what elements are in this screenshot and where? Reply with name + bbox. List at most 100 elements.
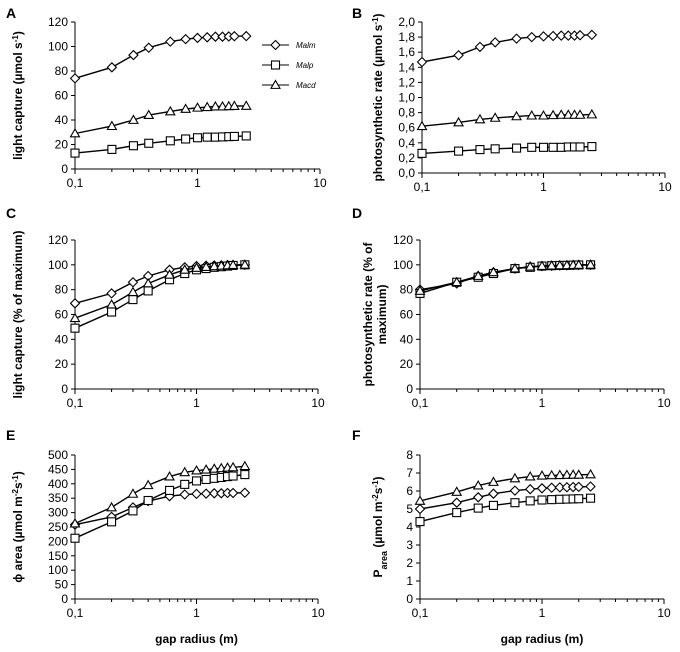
data-point [180,33,191,45]
data-point [106,62,118,73]
series-line [74,35,247,79]
data-point [106,120,118,131]
data-point [509,485,521,496]
data-point [69,73,81,84]
data-point [587,142,597,152]
data-point [229,30,240,42]
data-point [510,498,520,508]
y-tick-label: 0 [406,592,413,606]
data-point [538,110,549,120]
legend-label: Malp [296,61,314,70]
x-tick-label: 10 [657,396,671,410]
data-point [200,261,212,271]
data-point [181,134,191,144]
data-point [229,131,239,141]
y-tick-label: 50 [55,578,69,592]
x-axis-label: gap radius (m) [501,632,584,646]
y-axis-label: photosynthetic rate (% ofmaximum) [361,241,389,386]
data-point [164,470,175,481]
y-tick-label: 20 [400,357,414,371]
y-tick-label: 250 [48,520,68,534]
y-tick-label: 0,2 [398,151,415,165]
data-point [547,109,559,120]
series-malm [69,30,252,84]
data-point [416,120,428,131]
panel-f: F 0 1 2 3 4 5 6 7 8 0,1 1 10 gap radius (m) Parea (µmo… [352,427,671,646]
data-point [127,276,139,288]
data-point [201,101,213,112]
data-point [474,113,486,124]
y-axis-label: ϕ area (µmol m-2s-1) [11,471,26,583]
y-tick-label: 1,2 [398,75,415,89]
y-axis-label-part: -1 [11,475,20,483]
data-point [524,483,536,495]
data-point [451,497,463,508]
data-point [70,323,80,333]
series-malm [69,487,251,530]
y-axis-label: Parea (µmol m-2s-1) [371,476,390,577]
data-point [69,517,81,528]
data-point [127,114,139,124]
x-axis-label: gap radius (m) [155,632,238,646]
y-axis-label-part: -1 [11,35,20,43]
data-point [488,500,499,510]
y-axis-label-part: P [371,570,385,578]
data-point [107,144,117,154]
data-point [240,30,252,42]
data-point [546,260,558,270]
y-tick-label: 4 [406,520,413,534]
data-point [210,31,221,42]
x-tick-label: 1 [194,176,201,190]
x-tick-label: 1 [193,396,200,410]
x-tick-label: 0,1 [67,396,84,410]
data-point [69,312,81,323]
data-point [585,481,596,492]
y-tick-label: 20 [55,357,69,371]
y-tick-label: 1 [406,574,413,588]
y-axis-label-part: -2 [11,489,20,497]
data-point [200,488,212,499]
y-tick-label: 40 [55,332,69,346]
x-tick-label: 10 [313,176,327,190]
panel-d: D 0 20 40 60 80 100 120 0,1 1 10 photosynthetic rat… [352,205,671,410]
x-tick-label: 10 [658,180,672,194]
legend-marker [270,79,281,89]
data-point [573,259,585,269]
x-tick-label: 0,1 [414,180,431,194]
y-tick-label: 80 [400,283,414,297]
data-point [191,464,202,475]
data-point [488,266,499,277]
y-axis-label-part: ) [371,476,385,480]
y-axis-label-part: light capture (% of maximum) [11,230,25,398]
data-point [164,485,175,495]
y-tick-label: 100 [48,40,68,54]
y-tick-label: 80 [55,283,69,297]
data-point [143,286,153,296]
y-tick-label: 60 [400,308,414,322]
y-tick-label: 1,6 [398,45,415,59]
x-tick-label: 10 [657,606,671,620]
data-point [546,482,557,494]
data-point [191,262,202,272]
data-point [474,41,486,53]
y-tick-label: 40 [55,113,69,127]
data-point [526,110,538,120]
data-point [227,461,239,472]
series-malm [414,481,596,515]
series-macd [416,108,598,131]
y-tick-label: 7 [406,466,413,480]
y-tick-label: 150 [48,549,68,563]
data-point [179,264,191,274]
y-tick-label: 80 [55,64,69,78]
data-point [527,142,537,152]
data-point [453,116,465,127]
y-tick-label: 0,8 [398,106,415,120]
data-point [415,517,425,527]
data-point [548,142,558,152]
data-point [454,146,464,156]
y-tick-label: 500 [48,448,68,462]
data-point [546,469,558,480]
data-point [192,102,203,112]
data-point [472,270,484,280]
